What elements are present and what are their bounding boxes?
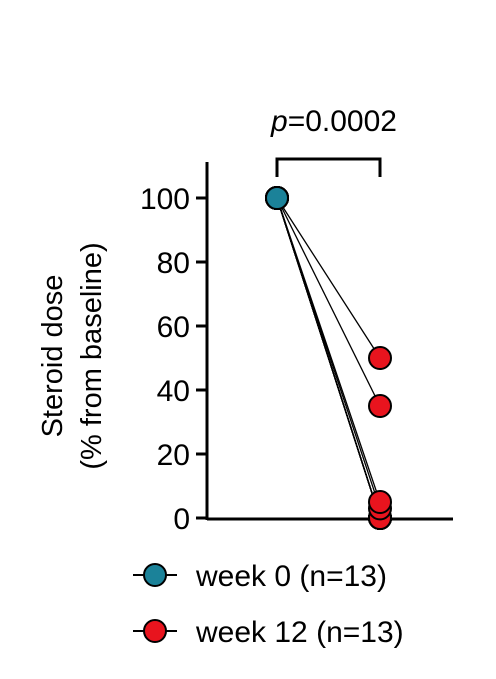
y-tick-label-20: 20 (157, 439, 190, 472)
legend-marker-week0 (143, 563, 167, 587)
y-tick-label-0: 0 (173, 503, 190, 536)
legend-marker-week12 (143, 619, 167, 643)
p-value-annotation: p=0.0002 (270, 105, 397, 138)
point-week12-2 (368, 490, 392, 514)
y-tick-label-80: 80 (157, 247, 190, 280)
y-axis-label-line2: (% from baseline) (76, 242, 108, 469)
legend-item-week12: week 12 (n=13) (133, 616, 404, 649)
pair-line-1 (276, 197, 381, 407)
p-value: =0.0002 (288, 105, 397, 138)
significance-bracket (275, 157, 382, 177)
point-week12-0 (368, 346, 392, 370)
legend-item-week0: week 0 (n=13) (133, 560, 387, 593)
point-week0-12 (265, 186, 289, 210)
pair-line-0 (276, 197, 381, 359)
y-axis-ticks: 0 20 40 60 80 100 (140, 183, 207, 536)
y-tick-label-100: 100 (140, 183, 190, 216)
pair-line-12 (276, 197, 381, 519)
data-points (265, 186, 392, 530)
pair-lines (276, 197, 381, 519)
y-axis-label-line1: Steroid dose (37, 275, 69, 438)
y-tick-label-60: 60 (157, 311, 190, 344)
legend-label-week12: week 12 (n=13) (195, 616, 404, 649)
point-week12-1 (368, 394, 392, 418)
p-symbol: p (270, 105, 288, 138)
y-tick-label-40: 40 (157, 375, 190, 408)
legend: week 0 (n=13) week 12 (n=13) (133, 560, 404, 649)
legend-label-week0: week 0 (n=13) (195, 560, 387, 593)
